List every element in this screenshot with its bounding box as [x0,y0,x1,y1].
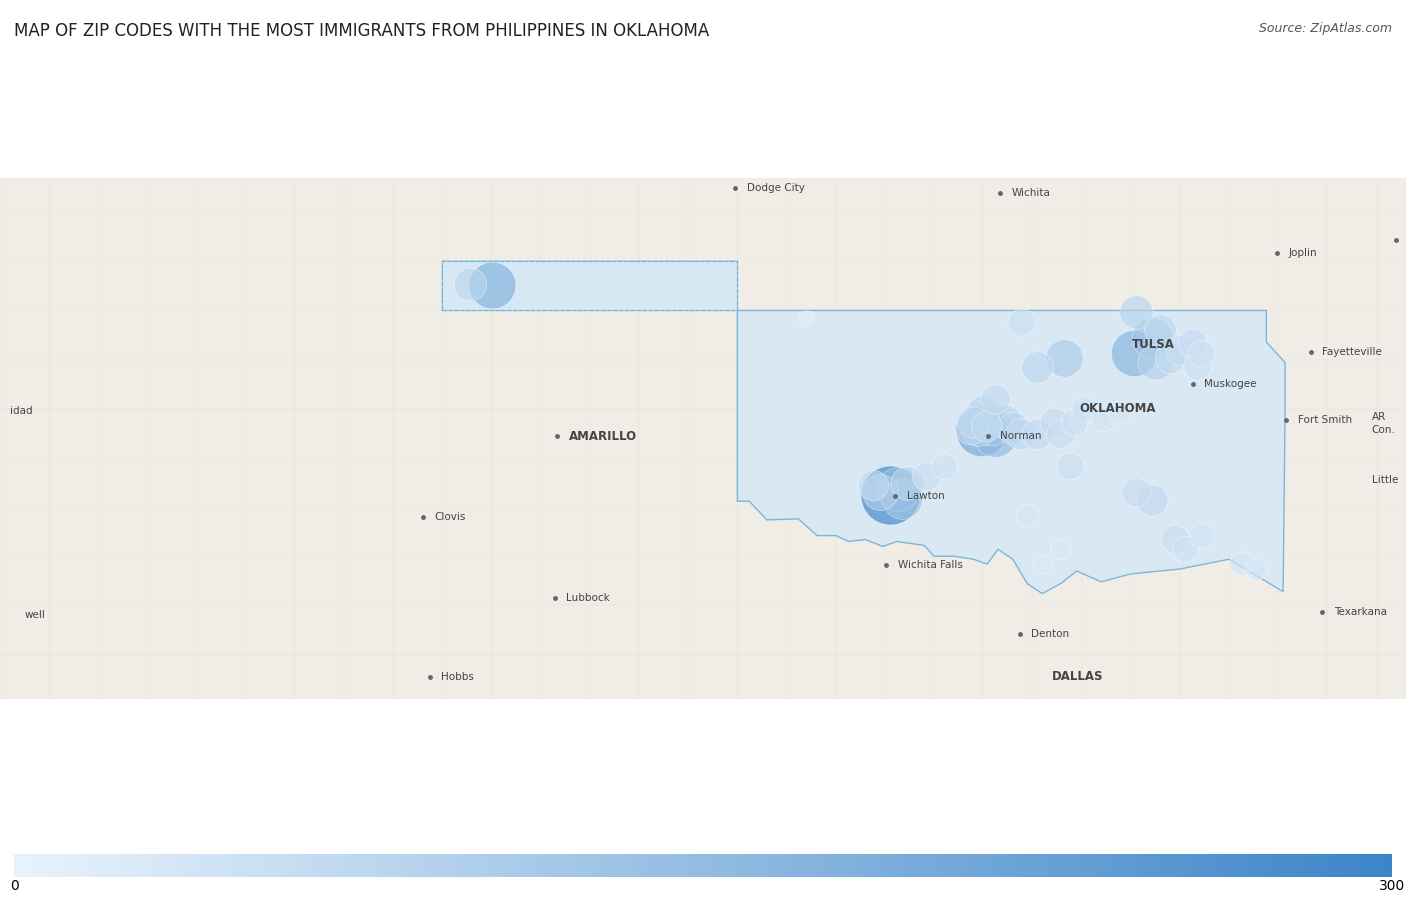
Point [1244,562,1267,576]
Point [960,422,983,436]
Text: OKLAHOMA: OKLAHOMA [1080,402,1156,415]
Point [1174,542,1197,556]
Text: TULSA: TULSA [1132,338,1174,352]
Point [1168,343,1191,357]
Point [932,458,955,473]
Point [1149,323,1171,337]
Point [1185,359,1208,373]
Point [1125,306,1147,320]
Text: idad: idad [10,405,32,415]
Point [869,485,891,500]
Point [1043,414,1066,429]
Text: Source: ZipAtlas.com: Source: ZipAtlas.com [1258,22,1392,35]
Text: AR: AR [1372,412,1386,422]
Point [1144,354,1167,369]
Text: AMARILLO: AMARILLO [569,430,637,443]
Point [1164,531,1187,546]
Point [890,492,912,506]
Text: Denton: Denton [1032,629,1070,639]
Point [1125,485,1147,500]
Text: Clovis: Clovis [434,512,465,522]
Point [1063,414,1085,429]
Point [1059,458,1081,473]
Point [974,419,997,433]
Text: DALLAS: DALLAS [1052,670,1104,682]
Point [862,478,884,493]
Point [1010,427,1032,441]
Point [879,488,901,503]
Point [1159,351,1181,365]
Text: Norman: Norman [1000,432,1042,441]
Text: Fayetteville: Fayetteville [1323,347,1382,357]
Point [1142,493,1164,507]
Polygon shape [443,262,737,310]
Point [1108,405,1130,419]
Point [970,424,993,439]
Point [972,405,994,419]
Text: Lawton: Lawton [907,491,945,502]
Point [1073,402,1095,416]
Text: Dodge City: Dodge City [747,182,806,192]
Point [1191,345,1213,360]
Text: Muskogee: Muskogee [1205,379,1257,389]
Point [1049,542,1071,556]
Point [481,278,503,292]
Point [1181,335,1204,350]
Polygon shape [443,262,1285,593]
Point [1230,556,1253,570]
Text: Lubbock: Lubbock [567,592,610,602]
Point [962,414,984,429]
Text: Texarkana: Texarkana [1334,608,1388,618]
Point [1001,422,1024,436]
Point [1026,360,1049,375]
Point [915,468,938,483]
Text: well: well [24,610,45,620]
Text: Little: Little [1372,475,1398,485]
Text: Wichita: Wichita [1012,189,1050,199]
Point [1026,427,1049,441]
Point [1031,556,1053,571]
Text: Joplin: Joplin [1289,248,1317,258]
Text: Wichita Falls: Wichita Falls [897,560,963,570]
Point [1122,345,1144,360]
Point [1053,351,1076,365]
Point [1049,427,1071,441]
Text: Hobbs: Hobbs [441,672,474,682]
Point [886,482,908,496]
Point [1092,412,1115,426]
Point [1010,315,1032,329]
Point [458,277,481,291]
Point [1017,508,1039,522]
Text: MAP OF ZIP CODES WITH THE MOST IMMIGRANTS FROM PHILIPPINES IN OKLAHOMA: MAP OF ZIP CODES WITH THE MOST IMMIGRANT… [14,22,709,40]
Text: Con.: Con. [1372,425,1395,435]
Point [1191,528,1213,542]
Point [967,422,990,436]
Point [994,414,1017,429]
Point [794,311,817,325]
Point [984,428,1007,442]
Text: Fort Smith: Fort Smith [1298,414,1353,424]
Point [980,419,1002,433]
Point [1142,331,1164,345]
Point [984,392,1007,406]
Point [896,476,918,490]
